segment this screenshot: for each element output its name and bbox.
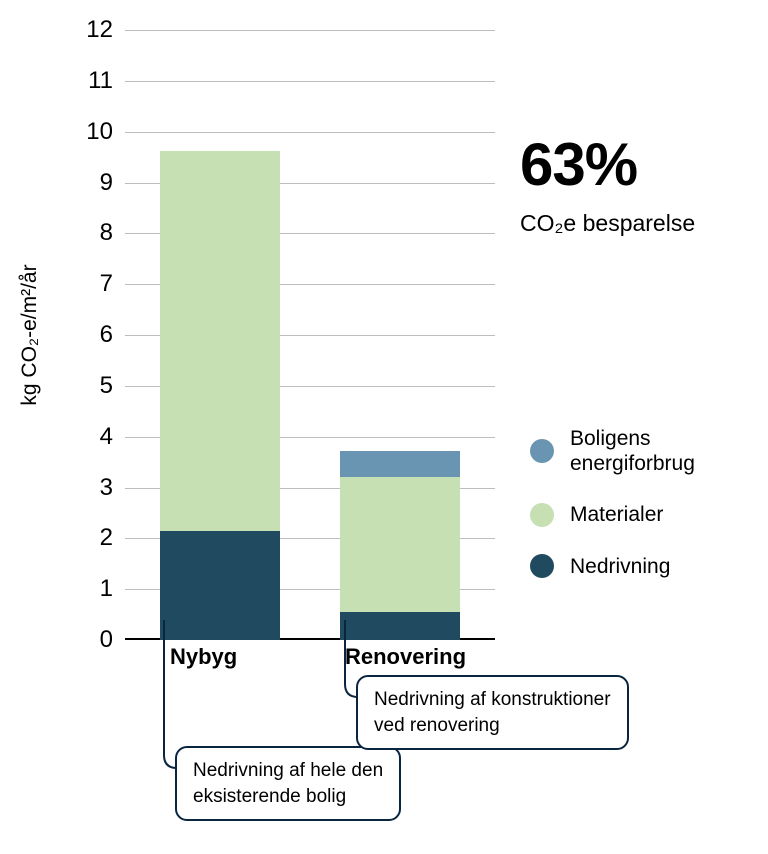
ytick: 8 xyxy=(73,219,113,247)
ytick: 2 xyxy=(73,524,113,552)
legend-item-energiforbrug: Boligensenergiforbrug xyxy=(530,426,695,476)
gridline xyxy=(125,81,495,82)
ytick: 5 xyxy=(73,372,113,400)
ytick: 11 xyxy=(73,67,113,95)
legend-swatch xyxy=(530,503,554,527)
callout-percentage: 63% xyxy=(520,130,637,199)
gridline xyxy=(125,132,495,133)
ytick: 12 xyxy=(73,16,113,44)
gridline xyxy=(125,30,495,31)
y-axis-label: kg CO₂-e/m²/år xyxy=(18,264,42,405)
bar-segment-nedrivning xyxy=(160,531,280,640)
chart-container: kg CO₂-e/m²/år 9,63 3,52 Nybyg Renoverin… xyxy=(0,0,768,854)
bar-segment-materialer xyxy=(160,151,280,531)
note-nybyg: Nedrivning af hele deneksisterende bolig xyxy=(175,746,401,821)
ytick: 6 xyxy=(73,321,113,349)
legend-swatch xyxy=(530,554,554,578)
xcat-nybyg: Nybyg xyxy=(170,644,237,670)
ytick: 10 xyxy=(73,118,113,146)
legend: Boligensenergiforbrug Materialer Nedrivn… xyxy=(530,426,695,605)
callout-subtitle: CO₂e besparelse xyxy=(520,210,695,237)
legend-item-materialer: Materialer xyxy=(530,502,695,527)
ytick: 9 xyxy=(73,169,113,197)
ytick: 3 xyxy=(73,474,113,502)
connector-nybyg xyxy=(150,620,180,770)
legend-swatch xyxy=(530,439,554,463)
ytick: 4 xyxy=(73,423,113,451)
xcat-renovering: Renovering xyxy=(345,644,466,670)
ytick: 1 xyxy=(73,575,113,603)
legend-label: Materialer xyxy=(570,502,663,527)
ytick: 7 xyxy=(73,270,113,298)
legend-label: Boligensenergiforbrug xyxy=(570,426,695,476)
bar-segment-nedrivning xyxy=(340,612,460,640)
ytick: 0 xyxy=(73,626,113,654)
note-renovering: Nedrivning af konstruktionerved renoveri… xyxy=(356,675,629,750)
bar-segment-boligens-energiforbrug xyxy=(340,451,460,477)
bar-segment-materialer xyxy=(340,477,460,612)
legend-label: Nedrivning xyxy=(570,554,670,579)
legend-item-nedrivning: Nedrivning xyxy=(530,554,695,579)
